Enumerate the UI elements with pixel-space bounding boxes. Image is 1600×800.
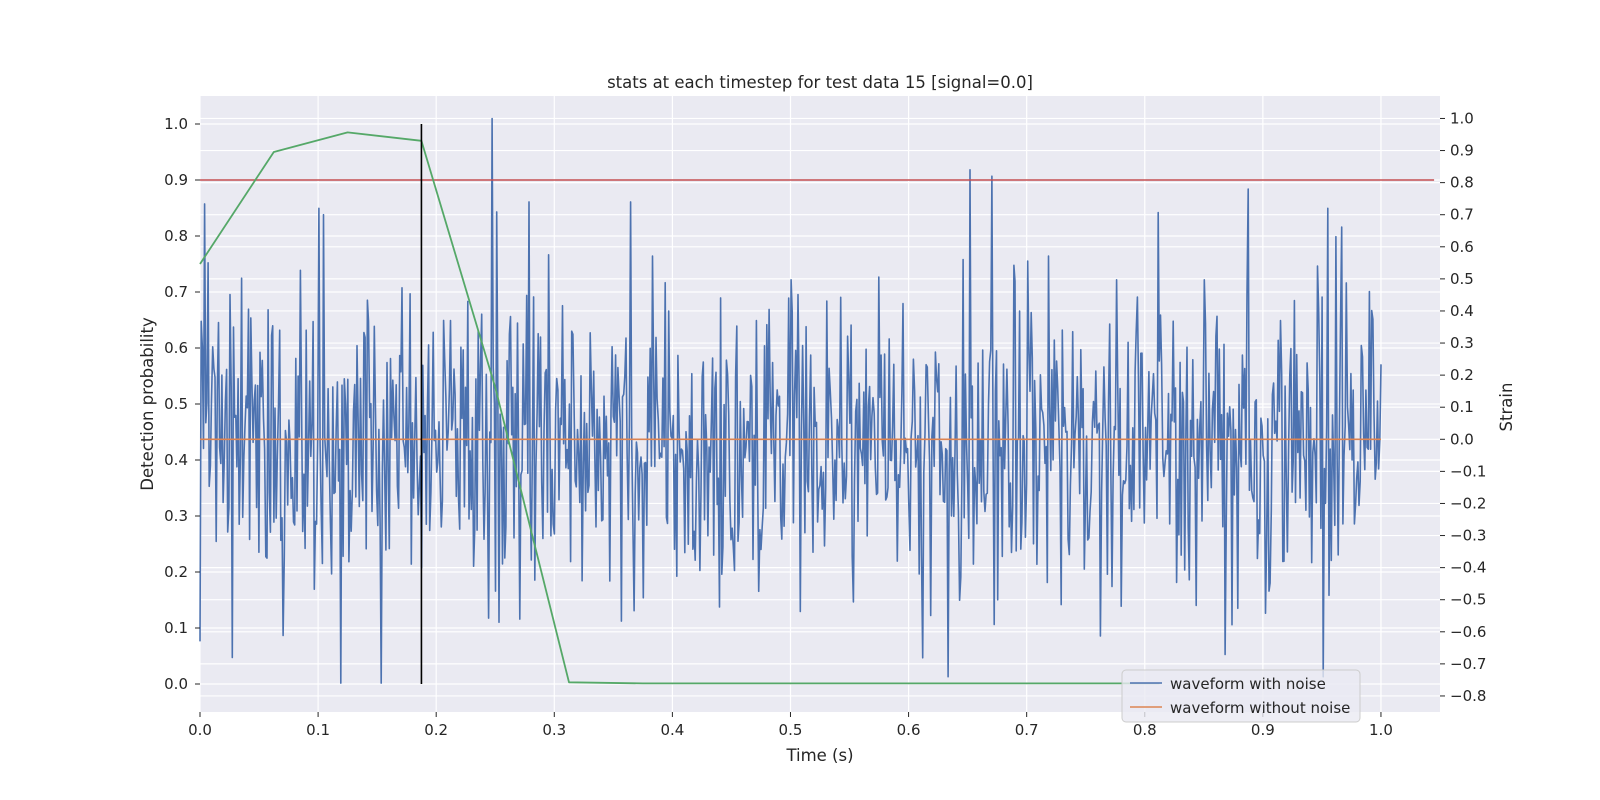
y2-axis-label: Strain: [1497, 383, 1516, 432]
y2-tick-label: 0.8: [1450, 174, 1474, 192]
y2-tick-label: 0.0: [1450, 430, 1474, 448]
x-axis-label: Time (s): [785, 746, 853, 765]
y2-tick-label: 0.5: [1450, 270, 1474, 288]
x-tick-label: 0.2: [424, 721, 448, 739]
legend-label-waveform-without-noise: waveform without noise: [1170, 699, 1350, 717]
axes-layer: 0.0 0.1 0.2 0.3 0.4 0.5 0.6 0.7 0.8 0.9 1.0 0.0 0.1 0…: [164, 109, 1486, 739]
x-tick-label: 1.0: [1369, 721, 1393, 739]
y-tick-label: 0.9: [164, 171, 188, 189]
series-detection-probability: [199, 131, 1160, 685]
x-tick-label: 0.9: [1251, 721, 1275, 739]
x-tick-label: 0.1: [306, 721, 330, 739]
y2-tick-label: 0.9: [1450, 142, 1474, 160]
y-tick-label: 1.0: [164, 115, 188, 133]
x-tick-label: 0.8: [1133, 721, 1157, 739]
x-tick-label: 0.6: [897, 721, 921, 739]
y-tick-label: 0.1: [164, 619, 188, 637]
series-layer: [199, 117, 1435, 685]
legend-box: [1121, 669, 1361, 723]
y2-tick-label: −0.4: [1450, 559, 1486, 577]
y-tick-label: 0.7: [164, 283, 188, 301]
series-waveform-with-noise: [199, 117, 1382, 684]
y2-tick-label: −0.1: [1450, 462, 1486, 480]
x-tick-label: 0.0: [188, 721, 212, 739]
y2-tick-label: −0.5: [1450, 591, 1486, 609]
y-tick-label: 0.6: [164, 339, 188, 357]
y2-tick-label: −0.6: [1450, 623, 1486, 641]
y2-tick-label: 1.0: [1450, 109, 1474, 127]
y-axis-label: Detection probability: [138, 317, 157, 491]
y2-tick-label: −0.2: [1450, 494, 1486, 512]
x-tick-label: 0.7: [1015, 721, 1039, 739]
y2-tick-label: −0.8: [1450, 687, 1486, 705]
x-tick-label: 0.5: [779, 721, 803, 739]
y2-tick-label: 0.1: [1450, 398, 1474, 416]
legend: waveform with noise waveform without noi…: [1121, 669, 1361, 723]
y2-tick-label: 0.3: [1450, 334, 1474, 352]
y-tick-label: 0.3: [164, 507, 188, 525]
x-tick-label: 0.3: [542, 721, 566, 739]
y-tick-label: 0.4: [164, 451, 188, 469]
y2-tick-label: −0.3: [1450, 527, 1486, 545]
legend-label-waveform-with-noise: waveform with noise: [1170, 675, 1326, 693]
y-tick-label: 0.2: [164, 563, 188, 581]
x-tick-label: 0.4: [660, 721, 684, 739]
y2-tick-label: 0.4: [1450, 302, 1474, 320]
chart-title: stats at each timestep for test data 15 …: [607, 73, 1033, 92]
y2-tick-label: −0.7: [1450, 655, 1486, 673]
y2-tick-label: 0.2: [1450, 366, 1474, 384]
y2-tick-label: 0.6: [1450, 238, 1474, 256]
y-tick-label: 0.0: [164, 675, 188, 693]
y-tick-label: 0.5: [164, 395, 188, 413]
y-tick-label: 0.8: [164, 227, 188, 245]
y2-tick-label: 0.7: [1450, 206, 1474, 224]
